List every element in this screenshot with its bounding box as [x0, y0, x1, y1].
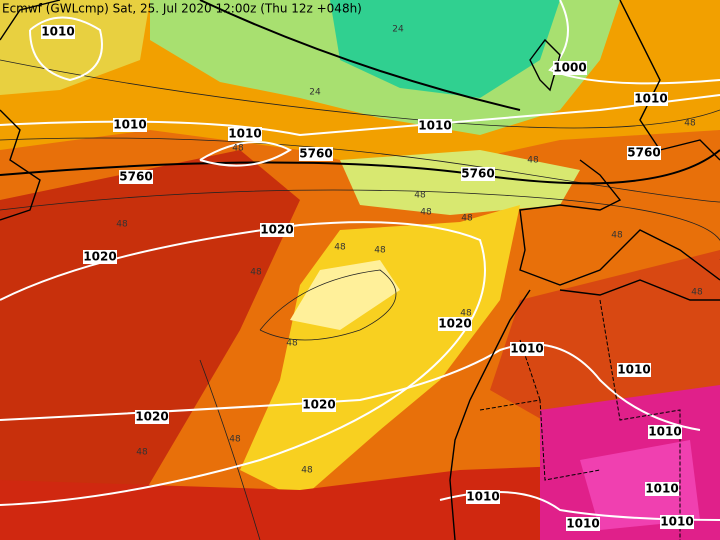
coastline	[519, 159, 720, 286]
height-contour	[199, 0, 521, 111]
pressure-label: 1020	[438, 317, 471, 331]
pressure-label: 1020	[302, 398, 335, 412]
thickness-label: 24	[392, 25, 404, 35]
thickness-label: 24	[309, 88, 321, 98]
thickness-label: 48	[334, 243, 346, 253]
thickness-label: 48	[684, 119, 696, 129]
coastline	[449, 289, 531, 540]
isobar	[0, 221, 486, 506]
pressure-label: 1010	[41, 25, 74, 39]
pressure-label: 1010	[466, 490, 499, 504]
pressure-label: 1010	[228, 127, 261, 141]
thickness-label: 48	[116, 220, 128, 230]
pressure-label: 1010	[648, 425, 681, 439]
contour	[259, 269, 397, 341]
thickness-label: 48	[460, 309, 472, 319]
thickness-label: 48	[414, 191, 426, 201]
pressure-label-box	[228, 127, 262, 141]
pressure-label-box	[438, 317, 472, 331]
pressure-label-box	[466, 490, 500, 504]
pressure-label: 1010	[617, 363, 650, 377]
hot-region	[490, 250, 720, 430]
pressure-label: 1020	[135, 410, 168, 424]
mild-region	[240, 205, 520, 500]
isobar	[29, 16, 103, 82]
height-label: 5760	[119, 170, 152, 184]
height-label-box	[119, 170, 153, 184]
pressure-label: 1010	[634, 92, 667, 106]
pressure-label-box	[113, 118, 147, 132]
height-label-box	[461, 167, 495, 181]
extreme-core	[580, 440, 700, 530]
pressure-label-box	[648, 425, 682, 439]
pressure-label: 1020	[260, 223, 293, 237]
contour	[0, 189, 720, 260]
thickness-label: 48	[691, 288, 703, 298]
pressure-label-box	[302, 398, 336, 412]
pressure-label-box	[617, 363, 651, 377]
pressure-label: 1020	[83, 250, 116, 264]
height-contour	[0, 149, 720, 185]
thickness-label: 48	[250, 268, 262, 278]
contour	[0, 137, 720, 203]
coastline	[0, 0, 61, 41]
pressure-label-box	[510, 342, 544, 356]
contour	[199, 359, 261, 540]
height-label: 5760	[299, 147, 332, 161]
pressure-label: 1010	[645, 482, 678, 496]
thickness-label: 48	[232, 144, 244, 154]
pressure-label-box	[634, 92, 668, 106]
border	[479, 299, 681, 540]
pressure-label-box	[566, 517, 600, 531]
pressure-label-box	[41, 25, 75, 39]
map-title: Ecmwf (GWLcmp) Sat, 25. Jul 2020 12:00z …	[2, 2, 362, 16]
pressure-label-box	[83, 250, 117, 264]
pressure-label: 1010	[566, 517, 599, 531]
thickness-label: 48	[420, 208, 432, 218]
pressure-label-box	[645, 482, 679, 496]
pressure-label: 1010	[113, 118, 146, 132]
height-label-box	[627, 146, 661, 160]
coastline	[559, 279, 720, 301]
height-label: 5760	[461, 167, 494, 181]
thickness-label: 48	[286, 339, 298, 349]
pressure-label: 1010	[660, 515, 693, 529]
mild-core	[290, 260, 400, 330]
hot-region	[0, 150, 300, 520]
pressure-label-box	[660, 515, 694, 529]
pressure-label: 1010	[510, 342, 543, 356]
contour	[0, 59, 720, 129]
thickness-label: 48	[611, 231, 623, 241]
height-label: 5760	[627, 146, 660, 160]
thickness-label: 48	[136, 448, 148, 458]
thickness-label: 48	[374, 246, 386, 256]
thickness-label: 48	[461, 214, 473, 224]
pressure-label: 1000	[553, 61, 586, 75]
pressure-label-box	[260, 223, 294, 237]
isobar	[199, 141, 293, 167]
thickness-label: 48	[301, 466, 313, 476]
coastline	[619, 0, 720, 161]
pressure-label: 1010	[418, 119, 451, 133]
pressure-label-box	[553, 61, 587, 75]
thickness-label: 48	[229, 435, 241, 445]
height-label-box	[299, 147, 333, 161]
pressure-label-box	[418, 119, 452, 133]
coastline	[0, 109, 41, 221]
isobar	[0, 343, 701, 431]
pressure-label-box	[135, 410, 169, 424]
thickness-label: 48	[527, 156, 539, 166]
